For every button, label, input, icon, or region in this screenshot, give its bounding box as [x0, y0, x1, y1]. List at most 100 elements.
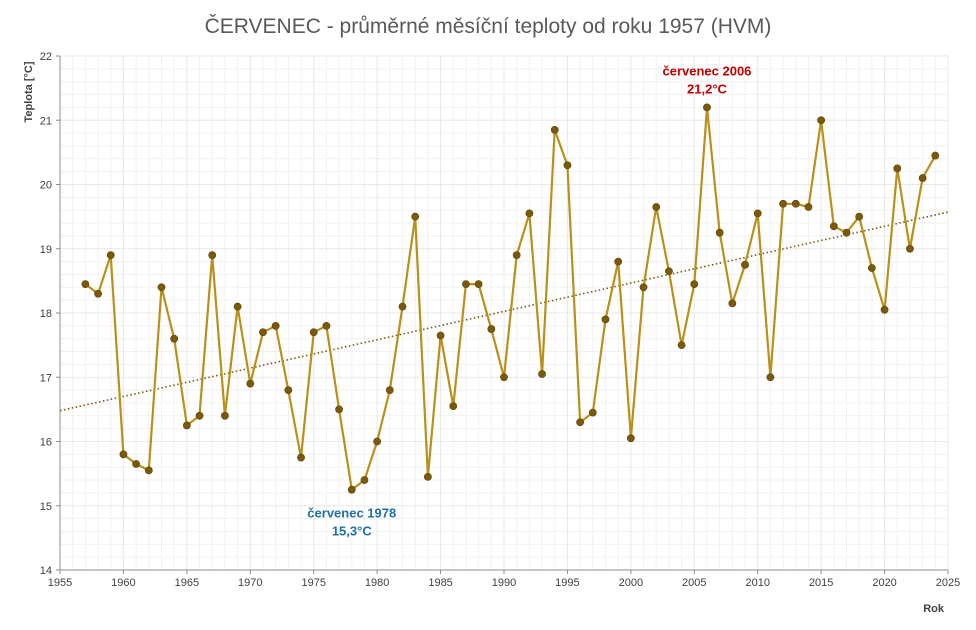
- data-point-2010: [753, 209, 762, 218]
- data-point-2022: [906, 244, 914, 253]
- data-point-1990: [500, 373, 508, 382]
- data-point-1985: [436, 331, 445, 340]
- data-point-2012: [779, 199, 787, 208]
- data-point-1995: [563, 161, 572, 170]
- data-point-1993: [538, 370, 546, 378]
- data-point-1999: [614, 257, 623, 266]
- data-point-2011: [766, 373, 775, 382]
- data-point-2021: [893, 164, 902, 173]
- data-point-2003: [665, 267, 673, 276]
- data-point-2015: [817, 116, 826, 125]
- y-tick-label: 22: [40, 51, 52, 63]
- data-point-2008: [728, 299, 737, 308]
- data-point-2005: [690, 280, 699, 288]
- annotation-label: červenec 1978: [307, 506, 396, 521]
- annotation-label: červenec 2006: [663, 63, 752, 78]
- data-point-2020: [880, 305, 889, 314]
- data-point-1987: [462, 280, 470, 288]
- series-group: [81, 103, 940, 494]
- data-point-1968: [221, 411, 229, 420]
- data-point-1973: [284, 386, 293, 394]
- x-tick-label: 1980: [365, 577, 389, 589]
- data-point-1982: [398, 302, 407, 311]
- data-point-2019: [867, 264, 876, 272]
- x-axis-title: Rok: [923, 603, 945, 615]
- data-point-1963: [157, 283, 166, 292]
- data-point-2006: [703, 103, 711, 112]
- data-point-1998: [601, 315, 610, 324]
- x-tick-label: 1990: [492, 577, 516, 589]
- x-tick-label: 1975: [301, 577, 325, 589]
- annotation-value: 21,2°C: [687, 81, 728, 96]
- x-tick-label: 2005: [682, 577, 706, 589]
- data-point-1994: [550, 125, 559, 134]
- data-point-1964: [170, 334, 179, 343]
- x-tick-label: 2025: [936, 577, 960, 589]
- data-point-1996: [576, 418, 585, 427]
- y-tick-label: 14: [40, 565, 52, 577]
- data-point-1988: [474, 280, 483, 288]
- data-point-1966: [195, 411, 204, 420]
- data-point-1991: [512, 251, 521, 260]
- x-tick-label: 2020: [872, 577, 896, 589]
- data-point-2014: [804, 203, 813, 211]
- y-tick-label: 19: [40, 244, 52, 256]
- data-point-1977: [335, 405, 343, 414]
- grid: [59, 55, 949, 571]
- data-point-1978: [347, 485, 356, 494]
- y-tick-label: 17: [40, 372, 52, 384]
- data-point-1981: [385, 386, 394, 394]
- data-point-2002: [652, 203, 661, 211]
- data-point-1997: [588, 408, 597, 417]
- data-point-1983: [411, 212, 420, 221]
- axes: [56, 55, 949, 574]
- x-tick-label: 2015: [809, 577, 833, 589]
- data-point-2004: [677, 341, 686, 350]
- data-point-1979: [360, 476, 369, 484]
- data-point-1961: [132, 460, 141, 468]
- y-tick-label: 18: [40, 308, 52, 320]
- data-point-2018: [855, 212, 864, 221]
- data-point-1984: [423, 472, 432, 481]
- data-point-1986: [449, 402, 458, 411]
- data-point-1969: [233, 302, 242, 311]
- x-tick-label: 1970: [238, 577, 262, 589]
- data-point-1957: [81, 280, 90, 288]
- x-tick-label: 2010: [745, 577, 769, 589]
- data-point-2000: [626, 434, 635, 443]
- data-point-1970: [246, 379, 255, 388]
- y-axis-title: Teplota [°C]: [23, 61, 35, 122]
- y-tick-label: 15: [40, 501, 52, 513]
- data-point-1959: [106, 251, 115, 260]
- data-point-1980: [373, 437, 382, 446]
- y-tick-label: 16: [40, 437, 52, 449]
- data-point-1989: [487, 325, 496, 333]
- data-point-1965: [182, 421, 191, 430]
- y-tick-label: 21: [40, 115, 52, 127]
- data-point-1992: [525, 209, 534, 218]
- x-tick-label: 1985: [428, 577, 452, 589]
- data-point-2009: [741, 260, 749, 269]
- data-point-1971: [259, 328, 267, 337]
- x-tick-label: 1965: [175, 577, 199, 589]
- data-point-2016: [829, 222, 838, 231]
- x-tick-label: 1960: [111, 577, 135, 589]
- tick-labels: 1955 1960 1965 1970 1975 1980 1985 1990 1995 2000…: [40, 51, 960, 589]
- data-point-1974: [297, 453, 305, 462]
- data-point-2007: [715, 228, 724, 237]
- annotations: červenec 2006 21,2°C červenec 1978 15,3°C: [307, 63, 751, 538]
- data-point-2013: [791, 199, 800, 208]
- data-point-1972: [271, 321, 280, 330]
- data-point-2024: [931, 151, 940, 160]
- chart-title: ČERVENEC - průměrné měsíční teploty od r…: [205, 15, 772, 38]
- data-point-2023: [918, 174, 927, 182]
- data-point-1975: [309, 328, 318, 337]
- data-point-2017: [842, 228, 851, 237]
- data-point-1967: [208, 251, 217, 260]
- annotation-value: 15,3°C: [332, 524, 373, 539]
- y-tick-label: 20: [40, 180, 52, 192]
- data-point-1962: [144, 466, 153, 475]
- data-point-2001: [639, 283, 648, 292]
- data-point-1958: [94, 289, 102, 298]
